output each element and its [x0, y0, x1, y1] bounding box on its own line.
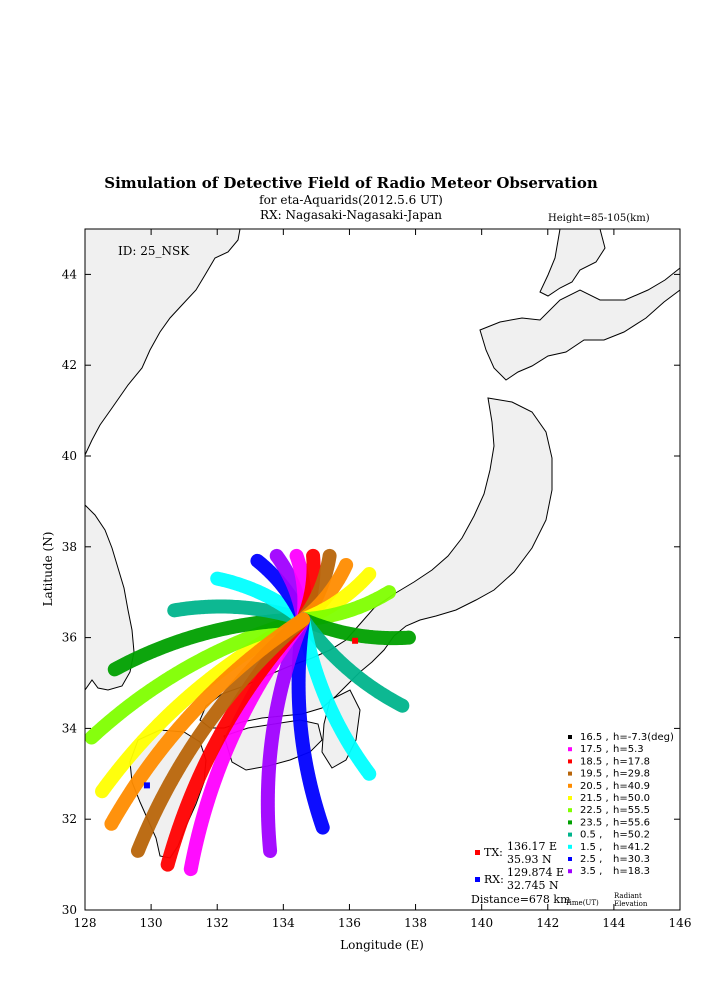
x-tick-label: 140 — [470, 916, 493, 930]
sakhalin-area — [539, 228, 606, 297]
legend-time: 20.5 , — [580, 781, 609, 792]
legend-elevation: h=55.6 — [613, 817, 650, 828]
hokkaido — [479, 266, 681, 381]
legend-swatch — [568, 869, 572, 874]
legend-swatch — [568, 771, 572, 776]
y-tick-label: 38 — [62, 540, 77, 554]
shower-subtitle: for eta-Aquarids(2012.5.6 UT) — [259, 193, 443, 207]
rx-label: RX: — [484, 873, 504, 886]
mainland-asia — [84, 228, 241, 456]
x-tick-label: 146 — [669, 916, 692, 930]
legend-time: 3.5 , — [580, 866, 602, 877]
rx-lon: 129.874 E — [507, 866, 564, 879]
y-tick-label: 44 — [62, 267, 78, 281]
legend-time: 18.5 , — [580, 756, 609, 767]
legend: 16.5 , h=-7.3(deg) 17.5 , h=5.3 18.5 , h=17.8… — [568, 732, 674, 877]
legend-time: 23.5 , — [580, 817, 609, 828]
y-tick-label: 34 — [62, 721, 78, 735]
legend-elevation: h=-7.3(deg) — [613, 732, 674, 743]
rx-marker — [143, 782, 150, 789]
y-tick-label: 30 — [62, 903, 77, 917]
y-tick-label: 36 — [62, 631, 77, 645]
x-tick-label: 136 — [338, 916, 361, 930]
legend-elevation: h=17.8 — [613, 756, 650, 767]
legend-time: 17.5 , — [580, 744, 609, 755]
legend-swatch — [568, 844, 572, 849]
y-tick-label: 42 — [62, 358, 77, 372]
distance-label: Distance=678 km — [471, 893, 571, 906]
legend-elevation: h=18.3 — [613, 866, 650, 877]
legend-time: 1.5 , — [580, 842, 602, 853]
korean-peninsula — [84, 503, 135, 692]
legend-elevation: h=29.8 — [613, 769, 650, 780]
legend-time: 0.5 , — [580, 830, 602, 841]
plot-frame — [84, 228, 681, 911]
station-id-label: ID: 25_NSK — [118, 244, 190, 258]
legend-swatch — [568, 857, 572, 861]
chart-title: Simulation of Detective Field of Radio M… — [104, 174, 598, 192]
rx-legend-swatch — [475, 877, 480, 882]
legend-time: 19.5 , — [580, 769, 609, 780]
legend-swatch — [568, 808, 572, 813]
legend-time: 16.5 , — [580, 732, 609, 743]
height-label: Height=85-105(km) — [548, 213, 650, 224]
tx-label: TX: — [484, 846, 503, 859]
detective-field-fans — [84, 548, 416, 877]
legend-swatch — [568, 747, 572, 752]
legend-swatch — [568, 820, 572, 825]
x-tick-label: 138 — [404, 916, 427, 930]
tx-marker — [352, 637, 359, 644]
legend-elevation: h=40.9 — [613, 781, 650, 792]
y-tick-label: 40 — [62, 449, 77, 463]
time-ut-label: Time(UT) — [565, 899, 599, 907]
legend-time: 22.5 , — [580, 805, 609, 816]
rx-lat: 32.745 N — [507, 879, 559, 892]
legend-elevation: h=50.0 — [613, 793, 650, 804]
x-tick-label: 130 — [140, 916, 163, 930]
legend-elevation: h=50.2 — [613, 830, 650, 841]
legend-time: 21.5 , — [580, 793, 609, 804]
legend-swatch — [568, 832, 572, 837]
fan-band — [260, 612, 311, 858]
legend-elevation: h=55.5 — [613, 805, 650, 816]
tx-lat: 35.93 N — [507, 853, 552, 866]
legend-swatch — [568, 735, 572, 739]
x-tick-label: 144 — [602, 916, 625, 930]
y-tick-label: 32 — [62, 812, 77, 826]
legend-swatch — [568, 783, 572, 788]
legend-elevation: h=5.3 — [613, 744, 644, 755]
legend-time: 2.5 , — [580, 854, 602, 865]
y-axis-title: Latitude (N) — [41, 532, 55, 607]
radiant-label: Radiant — [614, 892, 642, 900]
x-tick-label: 134 — [272, 916, 295, 930]
x-axis-title: Longitude (E) — [340, 938, 424, 952]
legend-elevation: h=41.2 — [613, 842, 650, 853]
tx-legend-swatch — [475, 850, 480, 855]
tx-lon: 136.17 E — [507, 840, 557, 853]
x-tick-label: 142 — [536, 916, 559, 930]
legend-swatch — [568, 759, 572, 764]
x-axis: 128 130 132 134 136 138 140 142 144 146 — [74, 229, 692, 930]
legend-swatch — [568, 796, 572, 800]
rx-subtitle: RX: Nagasaki-Nagasaki-Japan — [260, 208, 442, 222]
fan-band — [104, 612, 311, 831]
x-tick-label: 132 — [206, 916, 229, 930]
fan-band — [107, 612, 311, 677]
legend-elevation: h=30.3 — [613, 854, 650, 865]
elevation-label: Elevation — [614, 900, 648, 908]
fan-band — [84, 612, 311, 745]
y-axis: 30 32 34 36 38 40 42 44 — [62, 267, 680, 917]
x-tick-label: 128 — [74, 916, 97, 930]
